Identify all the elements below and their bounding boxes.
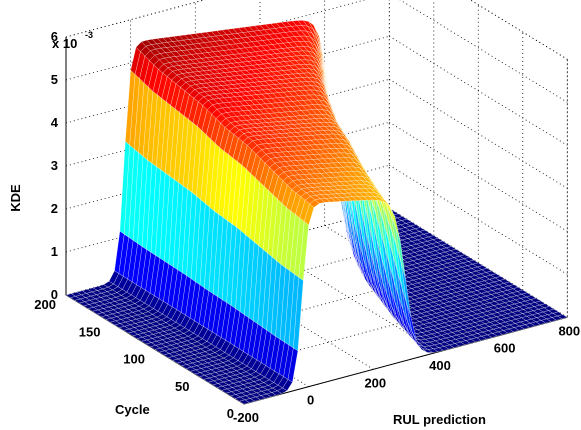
x-axis-label: RUL prediction <box>393 412 486 427</box>
z-tick-label: 1 <box>51 244 58 259</box>
y-tick-label: 150 <box>79 324 101 339</box>
y-tick-label: 100 <box>123 352 145 367</box>
z-grid-line <box>469 0 568 60</box>
z-grid-line <box>399 0 568 103</box>
y-axis-label: Cycle <box>115 402 150 417</box>
z-axis-label: KDE <box>8 184 23 212</box>
z-exponent-base: x 10 <box>52 36 77 51</box>
z-tick-label: 4 <box>51 115 59 130</box>
x-tick-label: 200 <box>364 375 386 390</box>
y-tick-label: 200 <box>34 297 56 312</box>
z-tick-label: 0 <box>51 287 58 302</box>
z-grid-line <box>389 35 568 146</box>
z-grid-line <box>389 164 568 275</box>
surface-patch <box>556 314 568 319</box>
x-tick-label: -200 <box>233 410 259 425</box>
z-tick-label: 3 <box>51 158 58 173</box>
x-tick-label: 800 <box>558 323 580 338</box>
y-tick-label: 50 <box>175 379 189 394</box>
z-exponent-power: -3 <box>85 30 93 40</box>
z-tick-label: 6 <box>51 29 58 44</box>
x-tick-label: 600 <box>494 341 516 356</box>
surface-layer <box>65 20 568 405</box>
x-tick-label: 400 <box>429 358 451 373</box>
y-tick-label: 0 <box>227 406 234 421</box>
z-grid-line <box>389 121 568 232</box>
z-exponent: x 10 -3 <box>52 30 93 51</box>
z-tick-label: 5 <box>51 72 58 87</box>
z-tick-label: 2 <box>51 201 58 216</box>
x-tick-label: 0 <box>307 393 314 408</box>
